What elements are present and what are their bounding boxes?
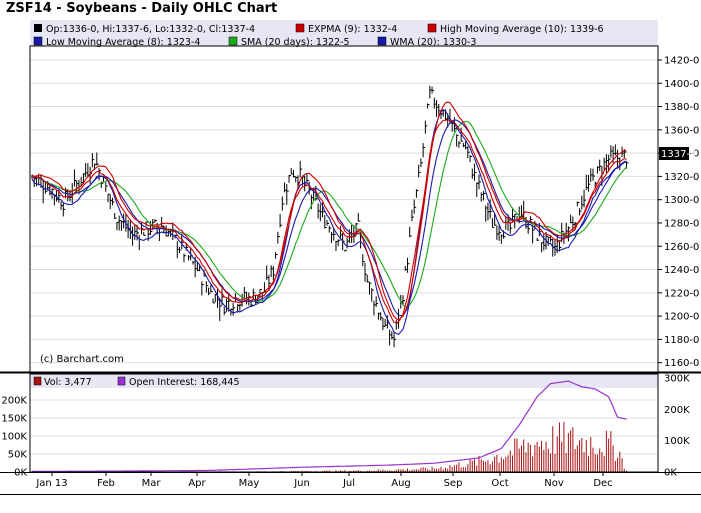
price-bars [31,85,629,348]
date-tick-label: Apr [188,478,206,489]
price-panel-frame [29,45,659,373]
price-tick-label: 1380-0 [664,102,699,113]
date-tick-label: Jun [293,478,310,489]
date-tick-label: Sep [444,478,463,489]
legend-swatch-wma [377,36,387,46]
price-axis: 1160-0 1180-0 1200-0 1220-0 1240-0 1260-0 1280… [658,55,699,369]
volume-tick-label: 50K [8,450,28,461]
date-tick-label: Aug [391,478,411,489]
legend-swatch-sma [228,36,238,46]
volume-tick-label: 200K [1,396,27,407]
open-interest-path [32,380,627,472]
legend-sma: SMA (20 days): 1322-5 [241,37,350,48]
date-tick-label: Nov [544,478,564,489]
copyright-label: (c) Barchart.com [40,354,124,365]
legend-open-interest: Open Interest: 168,445 [129,377,240,388]
legend-expma: EXPMA (9): 1332-4 [308,24,397,35]
expma-line [31,119,627,324]
price-tick-label: 1180-0 [664,335,699,346]
legend-swatch-ohlc [34,24,42,32]
chart-title: ZSF14 - Soybeans - Daily OHLC Chart [6,1,278,16]
legend-swatch-open-interest [117,376,126,386]
price-tick-label: 1420-0 [664,55,699,66]
date-tick-label: Oct [491,478,508,489]
legend-low-ma: Low Moving Average (8): 1323-4 [46,37,200,48]
volume-legend-band [30,374,658,388]
high-ma-line [31,101,627,321]
legend-swatch-low-ma [33,36,43,46]
price-gridlines [30,59,658,364]
legend-swatch-volume [33,376,42,386]
open-interest-tick-label: 300K [664,374,690,385]
volume-tick-label: 150K [1,414,27,425]
legend-swatch-expma [295,23,305,33]
date-tick-label: Jan 13 [35,478,67,489]
legend-swatch-high-ma [427,23,437,33]
volume-bars [31,421,628,472]
date-tick-label: Feb [97,478,115,489]
date-tick-label: Jul [342,478,355,489]
price-tick-label: 1220-0 [664,288,699,299]
price-tick-label: 1320-0 [664,172,699,183]
volume-tick-label: 100K [1,432,27,443]
date-tick-label: Dec [593,478,612,489]
open-interest-line [32,380,627,472]
price-tick-label: 1240-0 [664,265,699,276]
legend-wma: WMA (20): 1330-3 [390,37,476,48]
last-price-label: 1337-4 [661,149,696,160]
price-tick-label: 1260-0 [664,242,699,253]
legend: Op:1336-0, Hi:1337-6, Lo:1332-0, Cl:1337… [33,23,604,48]
legend-high-ma: High Moving Average (10): 1339-6 [440,24,604,35]
open-interest-tick-label: 200K [664,405,690,416]
open-interest-tick-label: 100K [664,436,690,447]
price-tick-label: 1400-0 [664,79,699,90]
price-tick-label: 1280-0 [664,218,699,229]
price-tick-label: 1160-0 [664,358,699,369]
moving-average-lines [31,101,627,336]
date-tick-label: May [239,478,260,489]
price-tick-label: 1300-0 [664,195,699,206]
legend-band [30,20,658,46]
last-price-tag [659,147,689,160]
legend-volume: Vol: 3,477 [44,377,92,388]
low-ma-line [31,108,627,336]
price-tick-label: 1360-0 [664,125,699,136]
legend-ohlc: Op:1336-0, Hi:1337-6, Lo:1332-0, Cl:1337… [46,24,255,35]
price-tick-label: 1200-0 [664,312,699,323]
date-axis: Jan 13 Feb Mar Apr May Jun Jul Aug Sep Oct Nov Dec [35,472,613,489]
date-tick-label: Mar [142,478,162,489]
